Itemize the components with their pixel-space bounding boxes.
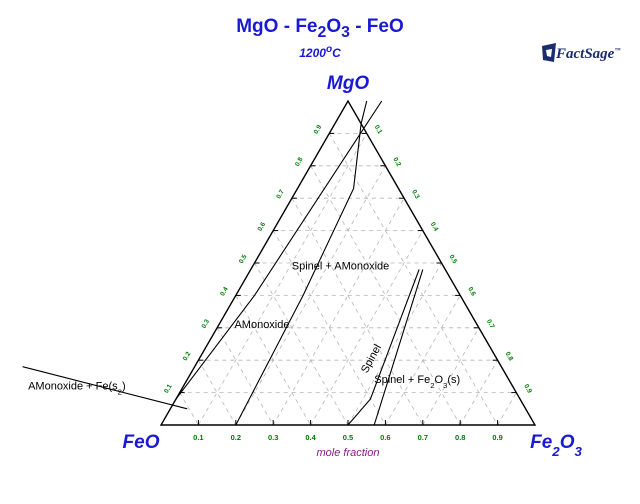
grid-line — [179, 392, 199, 426]
bottom-tick-label: 0.8 — [455, 433, 465, 442]
phase-boundary-boundary-3 — [347, 269, 420, 426]
bottom-tick-label: 0.1 — [193, 433, 203, 442]
left-tick-label: 0.5 — [238, 253, 249, 265]
grid-line — [254, 262, 349, 426]
bottom-tick-label: 0.3 — [268, 433, 278, 442]
right-tick-label: 0.9 — [522, 383, 533, 395]
labels-layer: AMonoxide Spinel + AMonoxide Spinel AMonoxi… — [28, 73, 582, 459]
phase-boundary-boundary-4 — [373, 269, 424, 426]
grid-line — [272, 230, 386, 426]
grid-line — [235, 165, 386, 426]
left-tick-label: 0.7 — [275, 188, 286, 200]
phase-boundary-leader-line — [22, 366, 188, 410]
grid-line — [347, 262, 442, 426]
axis-title: mole fraction — [317, 447, 380, 459]
right-tick-label: 0.6 — [466, 286, 477, 298]
region-label: Spinel + AMonoxide — [292, 260, 390, 272]
grid-line — [497, 392, 517, 426]
grid-line — [291, 198, 424, 426]
bottom-tick-label: 0.5 — [343, 433, 353, 442]
grid-line — [235, 295, 311, 426]
grid-line — [310, 230, 424, 426]
region-label: Spinel — [359, 342, 384, 375]
bottom-tick-label: 0.9 — [492, 433, 502, 442]
grid-line — [216, 327, 274, 426]
bottom-tick-label: 0.2 — [231, 433, 241, 442]
region-label: Spinel + Fe2O3(s) — [374, 374, 460, 390]
left-tick-label: 0.9 — [313, 124, 324, 136]
factsage-logo: FactSage™ — [540, 40, 630, 70]
right-tick-label: 0.1 — [373, 124, 384, 136]
left-tick-label: 0.3 — [201, 318, 212, 330]
grid-line — [328, 133, 498, 426]
grid-layer — [179, 132, 517, 426]
right-tick-label: 0.7 — [485, 318, 496, 330]
corner-label-top: MgO — [327, 73, 369, 94]
chart-subtitle: 1200oC — [299, 44, 341, 60]
right-tick-label: 0.4 — [429, 221, 440, 233]
phase-boundary-boundary-1 — [175, 100, 383, 400]
grid-line — [272, 198, 405, 426]
grid-line — [385, 295, 461, 426]
right-tick-label: 0.8 — [504, 351, 515, 363]
tick-layer: 0.9 0.1 0.1 0.8 0.2 0.2 0.7 0.3 0.3 0.6 0.4 0.4 0.5 0… — [163, 124, 533, 442]
grid-line — [198, 133, 368, 426]
grid-line — [310, 165, 461, 426]
bottom-tick-label: 0.4 — [305, 433, 316, 442]
left-tick-label: 0.8 — [294, 156, 305, 168]
bottom-tick-label: 0.7 — [418, 433, 428, 442]
left-tick-label: 0.4 — [219, 286, 230, 298]
phase-boundary-boundary-2 — [235, 100, 368, 426]
corner-label-left: FeO — [123, 432, 160, 453]
left-tick-label: 0.6 — [257, 221, 268, 233]
chart-title: MgO - Fe2O3 - FeO — [236, 16, 404, 41]
right-tick-label: 0.5 — [448, 254, 459, 266]
factsage-logo-mark-icon — [542, 43, 556, 62]
left-tick-label: 0.2 — [182, 350, 193, 362]
right-tick-label: 0.2 — [391, 156, 402, 168]
grid-line — [422, 327, 480, 426]
corner-label-right: Fe2O3 — [530, 432, 582, 459]
phase-boundaries — [22, 100, 424, 426]
region-label: AMonoxide + Fe(s2) — [28, 380, 126, 396]
bottom-tick-label: 0.6 — [380, 433, 390, 442]
region-label: AMonoxide — [234, 319, 289, 331]
right-tick-label: 0.3 — [410, 189, 421, 201]
left-tick-label: 0.1 — [163, 383, 174, 395]
